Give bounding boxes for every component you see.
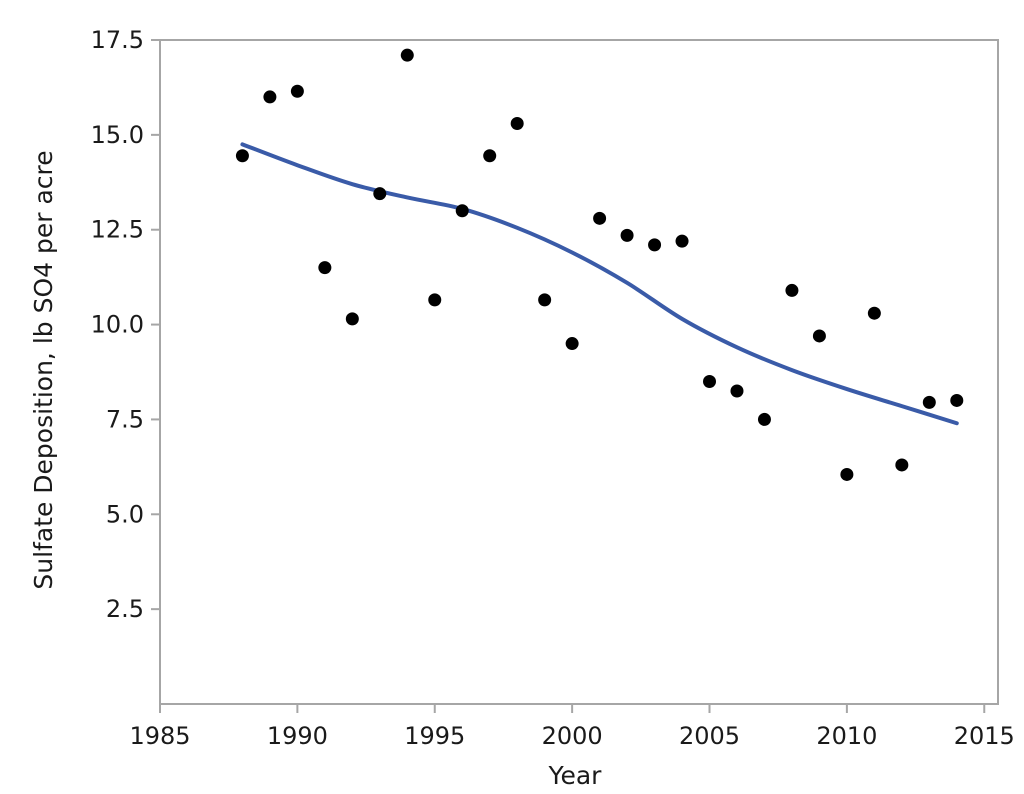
data-point [840,467,854,481]
y-tick-label: 2.5 [106,595,144,623]
data-point [812,329,826,343]
trend-line [240,142,959,426]
x-tick-label: 2000 [542,722,603,750]
data-point [483,149,497,163]
y-tick-label: 7.5 [106,405,144,433]
x-tick-label: 1985 [129,722,190,750]
data-point [593,211,607,225]
trend-line-layer [240,142,959,426]
data-point [400,48,414,62]
plot-frame [159,39,999,705]
x-tick-label: 2015 [954,722,1015,750]
data-points-layer [235,48,964,481]
data-point [648,238,662,252]
data-point [785,283,799,297]
data-point [373,187,387,201]
data-point [620,228,634,242]
data-point [757,412,771,426]
data-point [538,293,552,307]
x-tick-label: 1990 [267,722,328,750]
x-axis-title: Year [548,761,603,790]
data-point [675,234,689,248]
y-axis-ticks: 2.5 5.0 7.5 10.0 12.5 15.0 17.5 [91,26,160,623]
x-tick-label: 2005 [679,722,740,750]
data-point [235,149,249,163]
data-point [895,458,909,472]
y-tick-label: 15.0 [91,121,144,149]
data-point [428,293,442,307]
y-axis-title: Sulfate Deposition, lb SO4 per acre [29,150,58,589]
data-point [263,90,277,104]
y-tick-label: 12.5 [91,216,144,244]
x-axis-ticks: 1985 1990 1995 2000 2005 2010 2015 [129,704,1015,750]
x-tick-label: 2010 [816,722,877,750]
data-point [565,337,579,351]
data-point [455,204,469,218]
y-tick-label: 10.0 [91,311,144,339]
data-point [703,374,717,388]
data-point [950,393,964,407]
x-tick-label: 1995 [404,722,465,750]
data-point [922,395,936,409]
data-point [290,84,304,98]
data-point [510,116,524,130]
y-tick-label: 17.5 [91,26,144,54]
y-tick-label: 5.0 [106,500,144,528]
data-point [345,312,359,326]
data-point [730,384,744,398]
data-point [318,261,332,275]
data-point [867,306,881,320]
